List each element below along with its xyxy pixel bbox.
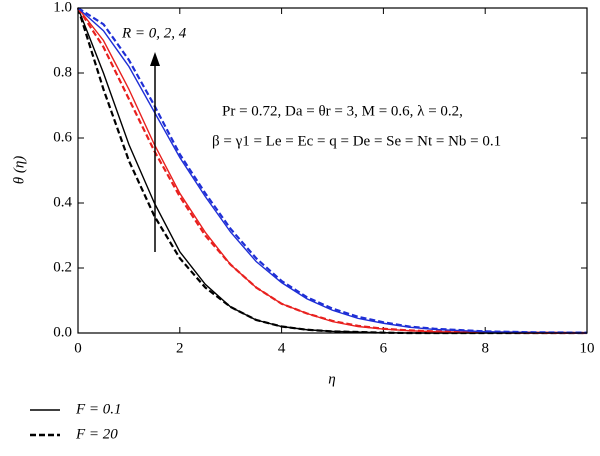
x-tick-label: 2 bbox=[176, 340, 184, 356]
x-tick-label: 10 bbox=[580, 340, 595, 356]
x-tick-label: 8 bbox=[481, 340, 489, 356]
x-tick-label: 0 bbox=[74, 340, 82, 356]
y-axis-label: θ (η) bbox=[11, 156, 27, 185]
line bbox=[77, 7, 587, 334]
annotation: β = γ1 = Le = Ec = q = De = Se = Nt = Nb… bbox=[212, 133, 501, 149]
legend-label: F = 0.1 bbox=[75, 401, 122, 417]
line bbox=[77, 7, 588, 334]
annotation: Pr = 0.72, Da = θr = 3, M = 0.6, λ = 0.2… bbox=[222, 103, 463, 119]
y-tick-label: 0.2 bbox=[53, 259, 72, 275]
arrow-head bbox=[150, 52, 160, 66]
y-tick-label: 0.0 bbox=[53, 324, 72, 340]
plot-frame bbox=[77, 7, 588, 334]
y-tick-label: 0.8 bbox=[53, 64, 72, 80]
y-tick-label: 0.4 bbox=[53, 194, 72, 210]
x-tick-label: 6 bbox=[380, 340, 388, 356]
y-tick-label: 0.6 bbox=[53, 129, 72, 145]
legend-label: F = 20 bbox=[75, 426, 118, 442]
x-tick-label: 4 bbox=[278, 340, 286, 356]
x-axis-label: η bbox=[328, 371, 335, 387]
annotation: R = 0, 2, 4 bbox=[121, 25, 187, 41]
y-tick-label: 1.0 bbox=[53, 0, 72, 15]
